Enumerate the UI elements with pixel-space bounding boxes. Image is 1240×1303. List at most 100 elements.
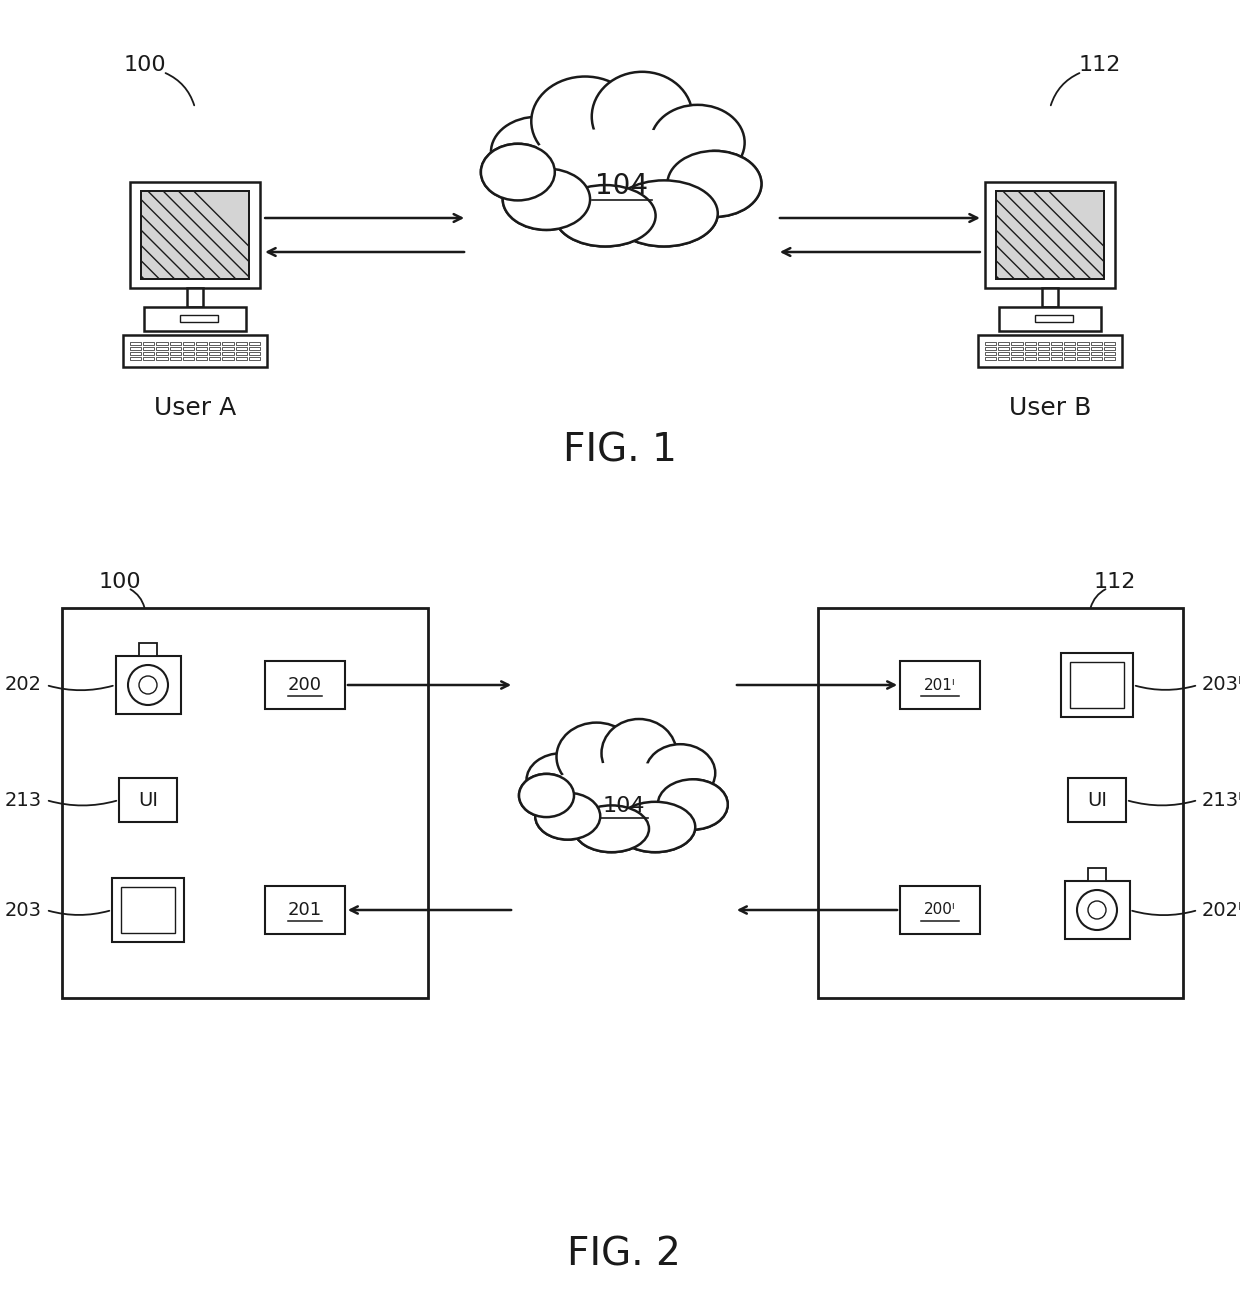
FancyBboxPatch shape [1064,881,1130,939]
Text: 104: 104 [603,796,645,816]
FancyBboxPatch shape [1024,352,1035,354]
FancyBboxPatch shape [143,347,155,349]
FancyBboxPatch shape [170,352,181,354]
FancyBboxPatch shape [170,347,181,349]
FancyBboxPatch shape [130,352,141,354]
Ellipse shape [601,719,677,787]
FancyBboxPatch shape [1091,352,1102,354]
FancyBboxPatch shape [1038,347,1049,349]
FancyBboxPatch shape [222,347,233,349]
FancyBboxPatch shape [1070,662,1123,708]
FancyBboxPatch shape [1091,357,1102,360]
FancyBboxPatch shape [1104,347,1115,349]
Ellipse shape [531,77,639,167]
FancyBboxPatch shape [249,357,260,360]
Text: 112: 112 [1079,55,1121,76]
FancyBboxPatch shape [170,341,181,345]
FancyBboxPatch shape [186,288,203,308]
Ellipse shape [615,801,696,852]
FancyBboxPatch shape [156,347,167,349]
FancyBboxPatch shape [985,357,996,360]
FancyBboxPatch shape [998,357,1009,360]
FancyBboxPatch shape [1052,341,1063,345]
FancyBboxPatch shape [1061,653,1133,717]
FancyBboxPatch shape [130,182,260,288]
Circle shape [1087,900,1106,919]
FancyBboxPatch shape [978,335,1122,366]
Circle shape [128,665,167,705]
FancyBboxPatch shape [1064,341,1075,345]
Ellipse shape [527,753,596,807]
FancyBboxPatch shape [143,357,155,360]
FancyBboxPatch shape [236,357,247,360]
FancyBboxPatch shape [985,347,996,349]
FancyBboxPatch shape [180,315,218,322]
FancyBboxPatch shape [1012,357,1023,360]
FancyBboxPatch shape [1038,357,1049,360]
Ellipse shape [557,723,636,791]
Text: 203ᴵ: 203ᴵ [1202,675,1240,694]
FancyBboxPatch shape [249,347,260,349]
FancyBboxPatch shape [156,341,167,345]
Ellipse shape [481,143,554,201]
FancyBboxPatch shape [210,357,221,360]
FancyBboxPatch shape [1068,778,1126,822]
FancyBboxPatch shape [141,192,248,279]
FancyBboxPatch shape [182,341,193,345]
Ellipse shape [481,143,554,201]
FancyBboxPatch shape [1012,347,1023,349]
FancyBboxPatch shape [1078,357,1089,360]
FancyBboxPatch shape [1078,352,1089,354]
Ellipse shape [615,801,696,852]
Text: 100: 100 [99,572,141,592]
FancyBboxPatch shape [1078,341,1089,345]
FancyBboxPatch shape [249,341,260,345]
FancyBboxPatch shape [156,352,167,354]
Text: 100: 100 [124,55,166,76]
Ellipse shape [520,774,574,817]
Ellipse shape [531,747,718,846]
Ellipse shape [502,168,590,229]
Ellipse shape [574,805,649,852]
FancyBboxPatch shape [1052,352,1063,354]
Text: 201ᴵ: 201ᴵ [924,678,956,692]
Text: User B: User B [1009,396,1091,420]
Ellipse shape [667,151,761,216]
FancyBboxPatch shape [196,357,207,360]
FancyBboxPatch shape [130,357,141,360]
Text: 213ᴵ: 213ᴵ [1202,791,1240,809]
FancyBboxPatch shape [130,347,141,349]
FancyBboxPatch shape [998,341,1009,345]
FancyBboxPatch shape [1038,341,1049,345]
FancyBboxPatch shape [265,661,345,709]
FancyBboxPatch shape [196,341,207,345]
Ellipse shape [667,151,761,216]
FancyBboxPatch shape [900,886,980,934]
Ellipse shape [513,128,732,228]
Text: User A: User A [154,396,236,420]
Ellipse shape [657,779,728,830]
FancyBboxPatch shape [156,357,167,360]
FancyBboxPatch shape [1064,357,1075,360]
FancyBboxPatch shape [144,308,246,331]
FancyBboxPatch shape [1052,357,1063,360]
FancyBboxPatch shape [249,352,260,354]
Text: FIG. 2: FIG. 2 [567,1237,681,1274]
FancyBboxPatch shape [1087,868,1106,881]
FancyBboxPatch shape [236,341,247,345]
FancyBboxPatch shape [222,341,233,345]
FancyBboxPatch shape [112,878,184,942]
FancyBboxPatch shape [1024,341,1035,345]
Ellipse shape [496,107,748,237]
FancyBboxPatch shape [1024,347,1035,349]
FancyBboxPatch shape [1042,288,1059,308]
Ellipse shape [491,117,585,188]
FancyBboxPatch shape [997,192,1104,279]
Ellipse shape [536,792,600,839]
FancyBboxPatch shape [985,182,1115,288]
FancyBboxPatch shape [1091,347,1102,349]
Ellipse shape [651,104,745,180]
Ellipse shape [610,180,718,246]
FancyBboxPatch shape [1024,357,1035,360]
FancyBboxPatch shape [265,886,345,934]
